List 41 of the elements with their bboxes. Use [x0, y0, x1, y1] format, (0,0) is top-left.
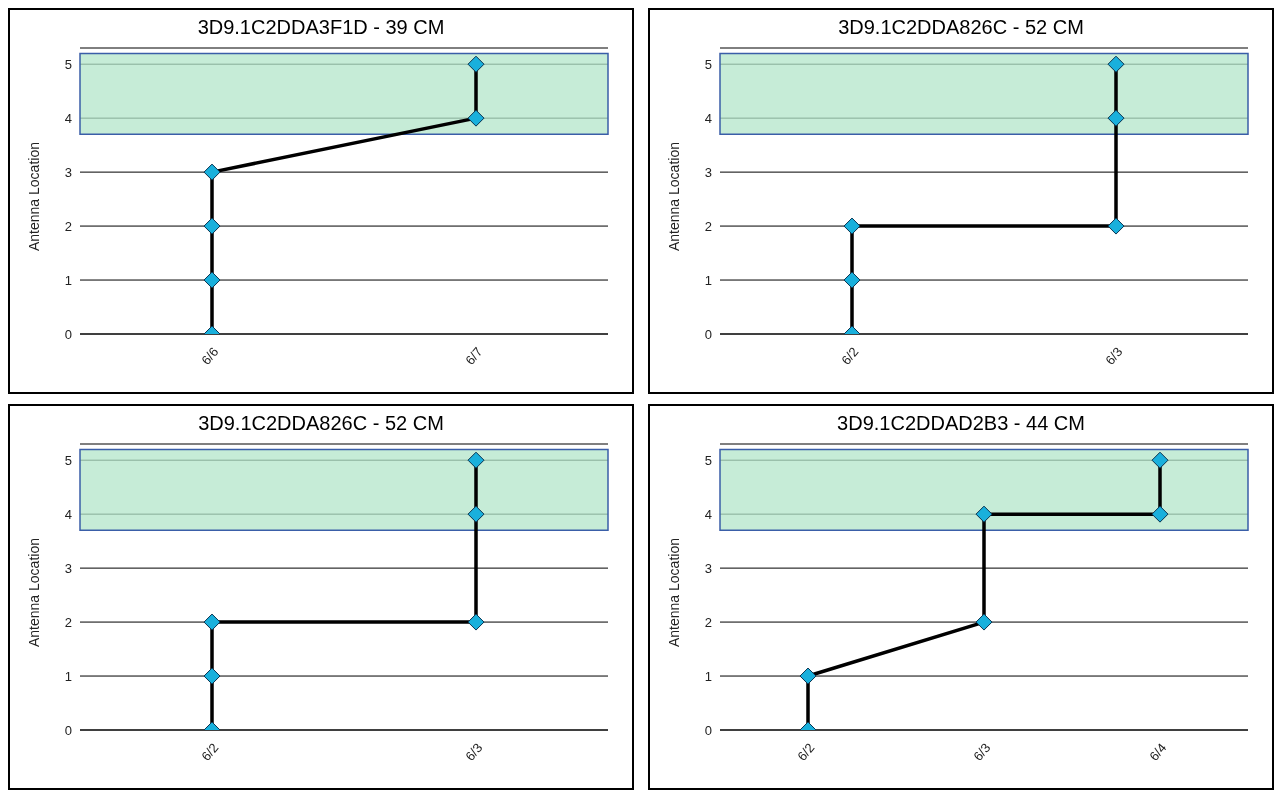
y-tick-label: 4 [64, 506, 72, 522]
y-tick-label: 5 [704, 452, 712, 468]
y-tick-label: 4 [704, 110, 712, 126]
x-tick-label: 6/6 [198, 344, 222, 368]
y-tick-label: 1 [64, 668, 72, 684]
y-tick-label: 2 [704, 218, 712, 234]
x-tick-label: 6/3 [970, 740, 994, 764]
y-tick-label: 0 [64, 326, 72, 342]
y-tick-label: 0 [64, 722, 72, 738]
y-axis-title: Antenna Location [25, 538, 42, 647]
y-tick-label: 3 [704, 560, 712, 576]
chart-title: 3D9.1C2DDAD2B3 - 44 CM [836, 412, 1086, 436]
y-tick-label: 5 [64, 452, 72, 468]
y-tick-label: 3 [704, 164, 712, 180]
y-tick-label: 2 [64, 614, 72, 630]
y-axis-title: Antenna Location [25, 142, 42, 251]
y-tick-label: 5 [704, 56, 712, 72]
y-tick-label: 4 [704, 506, 712, 522]
y-tick-label: 3 [64, 560, 72, 576]
y-tick-label: 2 [704, 614, 712, 630]
y-tick-label: 0 [704, 722, 712, 738]
y-axis-title: Antenna Location [665, 538, 682, 647]
x-tick-label: 6/2 [198, 740, 222, 764]
x-tick-label: 6/4 [1146, 740, 1170, 764]
y-tick-label: 1 [704, 668, 712, 684]
y-tick-label: 1 [64, 272, 72, 288]
chart-title: 3D9.1C2DDA3F1D - 39 CM [196, 16, 446, 40]
chart-title: 3D9.1C2DDA826C - 52 CM [837, 16, 1085, 40]
y-tick-label: 0 [704, 326, 712, 342]
y-tick-label: 1 [704, 272, 712, 288]
x-tick-label: 6/2 [794, 740, 818, 764]
x-tick-label: 6/3 [1102, 344, 1126, 368]
y-axis-title: Antenna Location [665, 142, 682, 251]
y-tick-label: 4 [64, 110, 72, 126]
y-tick-label: 2 [64, 218, 72, 234]
y-tick-label: 5 [64, 56, 72, 72]
x-tick-label: 6/2 [838, 344, 862, 368]
y-tick-label: 3 [64, 164, 72, 180]
x-tick-label: 6/7 [462, 344, 486, 368]
chart-title: 3D9.1C2DDA826C - 52 CM [197, 412, 445, 436]
x-tick-label: 6/3 [462, 740, 486, 764]
